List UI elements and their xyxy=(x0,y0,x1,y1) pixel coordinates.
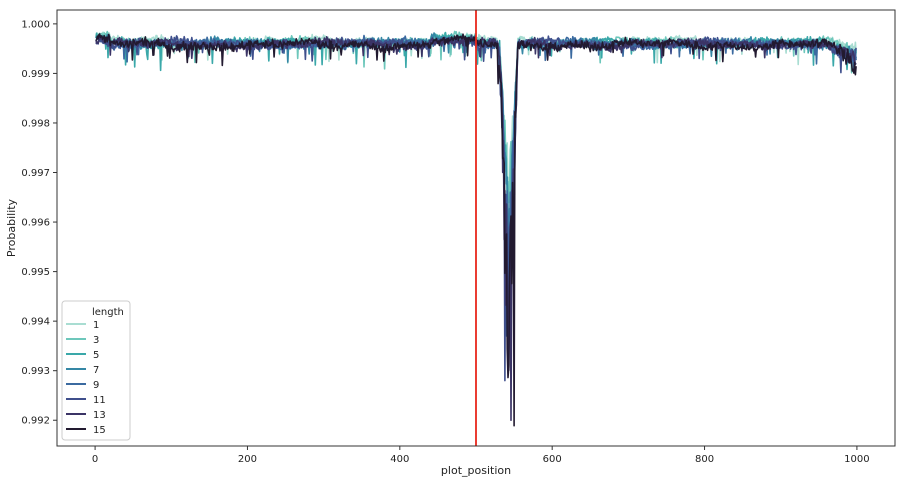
x-tick-label: 600 xyxy=(543,454,562,465)
x-tick-label: 400 xyxy=(390,454,409,465)
x-tick-label: 800 xyxy=(695,454,714,465)
legend-label-9: 9 xyxy=(93,380,99,391)
y-tick-label: 0.995 xyxy=(21,267,50,278)
legend-label-5: 5 xyxy=(93,350,99,361)
x-axis-ticks: 0 200 400 600 800 1000 xyxy=(92,446,870,465)
y-tick-label: 0.993 xyxy=(21,366,50,377)
y-tick-label: 0.996 xyxy=(21,218,50,229)
axes-frame xyxy=(56,9,896,447)
x-tick-label: 0 xyxy=(92,454,98,465)
legend-label-7: 7 xyxy=(93,365,99,376)
y-axis-label: Probability xyxy=(5,198,18,257)
legend-label-15: 15 xyxy=(93,425,106,436)
legend-title: length xyxy=(92,307,124,318)
y-tick-label: 0.992 xyxy=(21,416,50,427)
x-axis-label: plot_position xyxy=(441,464,511,477)
y-tick-label: 0.994 xyxy=(21,317,50,328)
x-tick-label: 200 xyxy=(238,454,257,465)
x-tick-label: 1000 xyxy=(844,454,869,465)
y-tick-label: 0.999 xyxy=(21,69,50,80)
legend-label-11: 11 xyxy=(93,395,106,406)
legend-box xyxy=(61,300,131,441)
legend-label-1: 1 xyxy=(93,320,99,331)
legend-label-3: 3 xyxy=(93,335,99,346)
y-tick-label: 1.000 xyxy=(21,19,50,30)
y-axis-ticks: 0.992 0.993 0.994 0.995 0.996 0.997 0.998 0.999… xyxy=(21,19,57,427)
y-tick-label: 0.997 xyxy=(21,168,50,179)
legend-label-13: 13 xyxy=(93,410,106,421)
y-tick-label: 0.998 xyxy=(21,118,50,129)
